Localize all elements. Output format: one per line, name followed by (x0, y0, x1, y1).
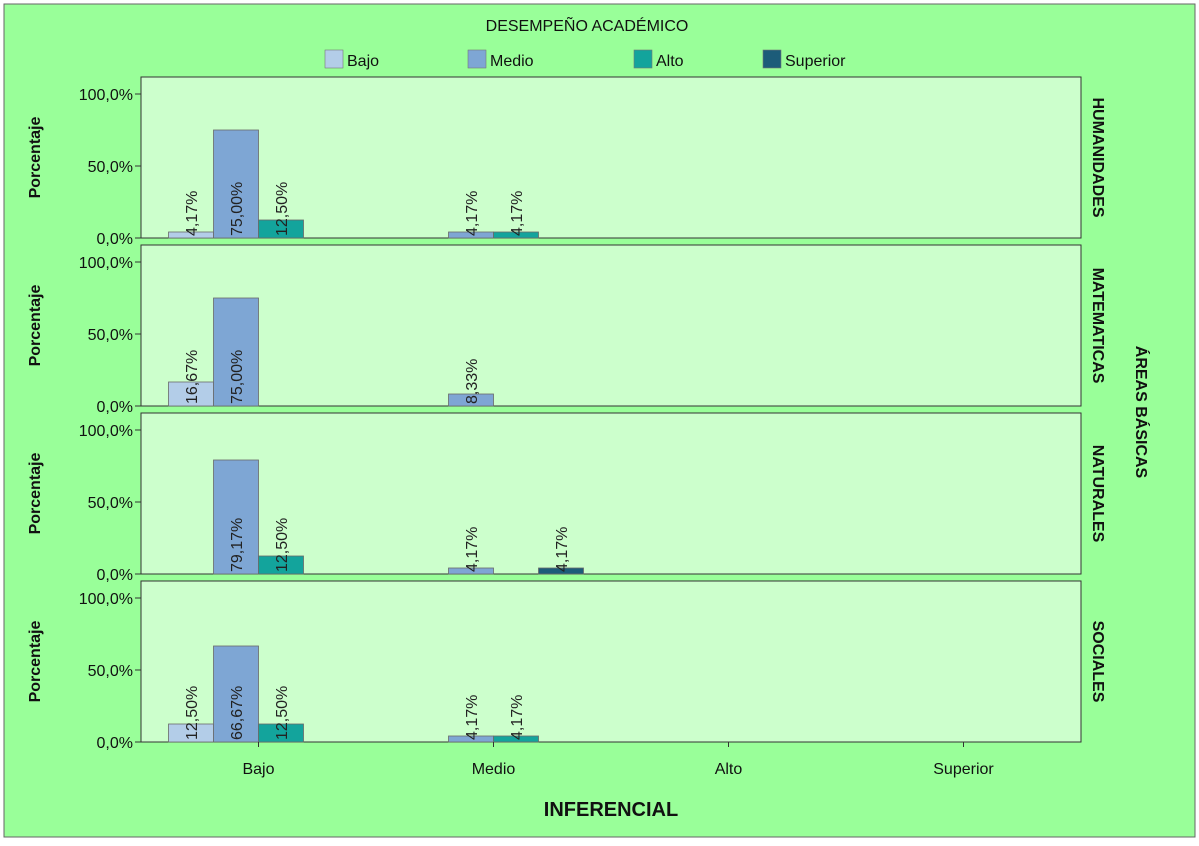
y-tick-label: 50,0% (88, 159, 133, 176)
y-axis-title: Porcentaje (27, 116, 44, 198)
data-label: 66,67% (229, 686, 246, 740)
y-tick-label: 0,0% (97, 735, 133, 752)
data-label: 12,50% (274, 182, 291, 236)
facet-label: MATEMATICAS (1089, 268, 1106, 384)
legend: Bajo Medio Alto Superior (324, 49, 846, 70)
bar (538, 567, 584, 575)
y-tick-label: 100,0% (79, 423, 133, 440)
y-tick-label: 0,0% (97, 231, 133, 248)
plot-area (140, 412, 1082, 575)
x-tick-label: Superior (933, 761, 994, 778)
y-tick-label: 50,0% (88, 663, 133, 680)
y-tick-label: 100,0% (79, 591, 133, 608)
panel-1: 0,0% 50,0% 100,0% Porcentaje MATEMATICAS 16,6… (27, 244, 1106, 416)
data-label: 75,00% (229, 350, 246, 404)
legend-swatch-2 (633, 49, 653, 69)
y-tick-label: 50,0% (88, 495, 133, 512)
data-label: 79,17% (229, 518, 246, 572)
y-axis-title: Porcentaje (27, 620, 44, 702)
data-label: 16,67% (184, 350, 201, 404)
bar (493, 735, 539, 743)
x-tick-label: Alto (715, 761, 743, 778)
bar (213, 459, 259, 575)
bar (213, 645, 259, 743)
y-tick-label: 50,0% (88, 327, 133, 344)
bar (213, 297, 259, 407)
data-label: 12,50% (184, 686, 201, 740)
x-tick-label: Medio (472, 761, 516, 778)
legend-swatch-1 (467, 49, 487, 69)
legend-title: DESEMPEÑO ACADÉMICO (486, 15, 689, 35)
data-label: 4,17% (554, 527, 571, 572)
bar (213, 129, 259, 239)
panel-0: 0,0% 50,0% 100,0% Porcentaje HUMANIDADES 4,17… (27, 76, 1106, 248)
plot-area (140, 580, 1082, 743)
facet-label: SOCIALES (1089, 621, 1106, 703)
legend-swatch-0 (324, 49, 344, 69)
x-tick-label: Bajo (242, 761, 274, 778)
data-label: 8,33% (464, 359, 481, 404)
data-label: 4,17% (184, 191, 201, 236)
bar (493, 231, 539, 239)
panels: 0,0% 50,0% 100,0% Porcentaje HUMANIDADES 4,17… (27, 76, 1106, 752)
bar (448, 567, 494, 575)
bar (258, 723, 304, 743)
facet-label: HUMANIDADES (1089, 98, 1106, 218)
y-tick-label: 100,0% (79, 255, 133, 272)
legend-label-3: Superior (785, 53, 846, 70)
legend-label-2: Alto (656, 53, 684, 70)
y-tick-label: 0,0% (97, 399, 133, 416)
x-axis: Bajo Medio Alto Superior (242, 742, 994, 778)
data-label: 4,17% (509, 191, 526, 236)
data-label: 12,50% (274, 686, 291, 740)
legend-label-0: Bajo (347, 53, 379, 70)
bar (258, 219, 304, 239)
facet-label: NATURALES (1089, 445, 1106, 543)
data-label: 75,00% (229, 182, 246, 236)
data-label: 4,17% (464, 527, 481, 572)
legend-label-1: Medio (490, 53, 534, 70)
data-label: 12,50% (274, 518, 291, 572)
plot-area (140, 244, 1082, 407)
legend-swatch-3 (762, 49, 782, 69)
panel-2: 0,0% 50,0% 100,0% Porcentaje NATURALES 79,17%… (27, 412, 1106, 584)
y-axis-title: Porcentaje (27, 452, 44, 534)
x-axis-title: INFERENCIAL (544, 799, 678, 821)
bar (258, 555, 304, 575)
y-axis-title: Porcentaje (27, 284, 44, 366)
facet-title: ÁREAS BÁSICAS (1132, 346, 1151, 479)
y-tick-label: 0,0% (97, 567, 133, 584)
panel-3: 0,0% 50,0% 100,0% Porcentaje SOCIALES 12,50% 6… (27, 580, 1106, 752)
y-tick-label: 100,0% (79, 87, 133, 104)
data-label: 4,17% (509, 695, 526, 740)
bar (448, 393, 494, 407)
plot-area (140, 76, 1082, 239)
bar (168, 381, 214, 407)
data-label: 4,17% (464, 191, 481, 236)
data-label: 4,17% (464, 695, 481, 740)
